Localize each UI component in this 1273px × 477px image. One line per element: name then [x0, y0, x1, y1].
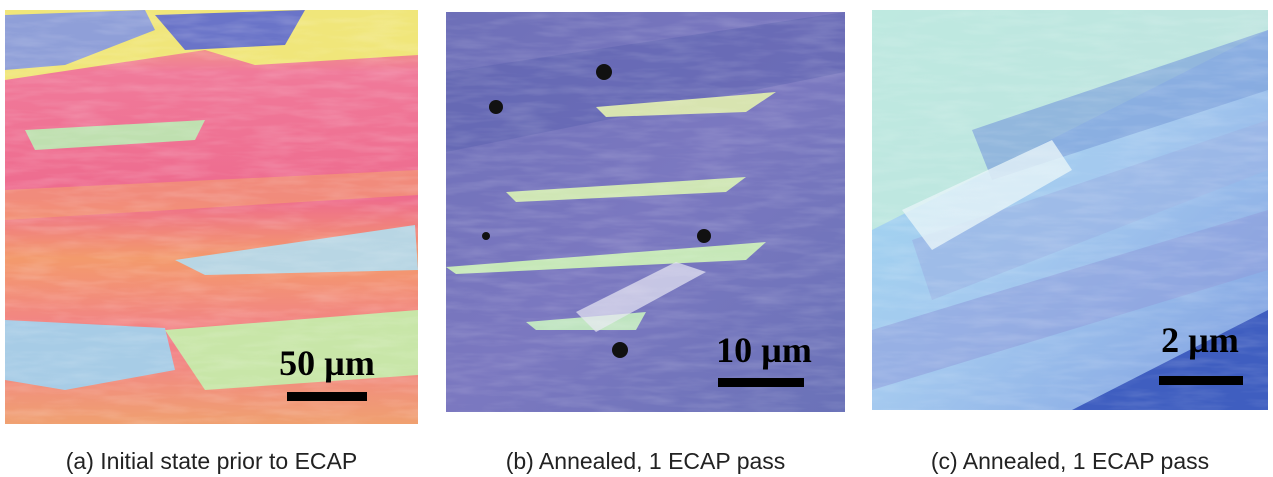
caption: (c) Annealed, 1 ECAP pass	[872, 448, 1268, 475]
micrograph-b: 10 µm	[446, 12, 845, 412]
scale-bar	[718, 378, 804, 387]
scale-bar-label: 10 µm	[716, 330, 812, 370]
scale-bar	[1159, 376, 1243, 385]
micrograph-a: 50 µm	[5, 10, 418, 424]
figure: 50 µm 10 µm 2 µm (a) Initial state prior…	[0, 0, 1273, 477]
scale-bar-label: 2 µm	[1161, 320, 1239, 360]
caption: (a) Initial state prior to ECAP	[5, 448, 418, 475]
micrograph-c: 2 µm	[872, 10, 1268, 410]
scale-bar	[287, 392, 367, 401]
caption: (b) Annealed, 1 ECAP pass	[446, 448, 845, 475]
scale-bar-label: 50 µm	[279, 343, 375, 383]
